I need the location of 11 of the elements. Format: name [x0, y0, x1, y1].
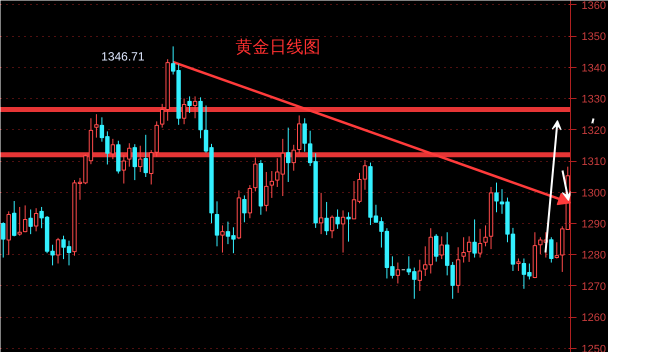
y-tick-label: 1290	[582, 218, 606, 231]
text: 黄金日线图	[236, 38, 320, 58]
y-tick-label: 1340	[582, 62, 606, 74]
y-tick-label: 1300	[582, 187, 606, 200]
y-tick-label: 1270	[582, 280, 606, 293]
y-tick-label: 1350	[582, 31, 606, 44]
y-tick-label: 1360	[582, 0, 606, 12]
y-tick-label: 1260	[582, 312, 606, 324]
y-tick-label: 1280	[582, 250, 606, 262]
annotation: 1346.71	[101, 49, 145, 64]
y-tick-label: 1330	[582, 94, 606, 106]
